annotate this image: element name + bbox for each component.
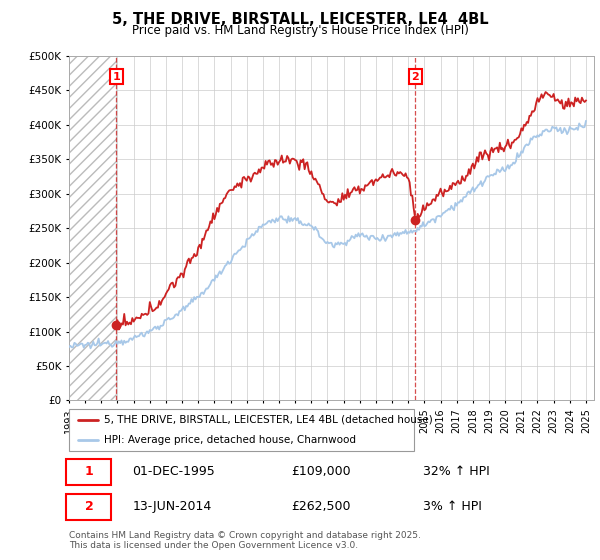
Text: 5, THE DRIVE, BIRSTALL, LEICESTER, LE4  4BL: 5, THE DRIVE, BIRSTALL, LEICESTER, LE4 4… [112, 12, 488, 27]
Text: 13-JUN-2014: 13-JUN-2014 [133, 500, 212, 514]
Text: 2: 2 [412, 72, 419, 82]
FancyBboxPatch shape [67, 493, 111, 520]
Text: 1: 1 [112, 72, 120, 82]
Text: 3% ↑ HPI: 3% ↑ HPI [423, 500, 482, 514]
FancyBboxPatch shape [67, 459, 111, 485]
Text: 01-DEC-1995: 01-DEC-1995 [133, 465, 215, 478]
Text: HPI: Average price, detached house, Charnwood: HPI: Average price, detached house, Char… [104, 435, 355, 445]
Text: Price paid vs. HM Land Registry's House Price Index (HPI): Price paid vs. HM Land Registry's House … [131, 24, 469, 36]
Text: 1: 1 [85, 465, 94, 478]
Text: 2: 2 [85, 500, 94, 514]
Text: Contains HM Land Registry data © Crown copyright and database right 2025.
This d: Contains HM Land Registry data © Crown c… [69, 531, 421, 550]
Text: 32% ↑ HPI: 32% ↑ HPI [423, 465, 490, 478]
Text: 5, THE DRIVE, BIRSTALL, LEICESTER, LE4 4BL (detached house): 5, THE DRIVE, BIRSTALL, LEICESTER, LE4 4… [104, 415, 432, 424]
Text: £109,000: £109,000 [291, 465, 350, 478]
Bar [69, 56, 116, 400]
Text: £262,500: £262,500 [291, 500, 350, 514]
